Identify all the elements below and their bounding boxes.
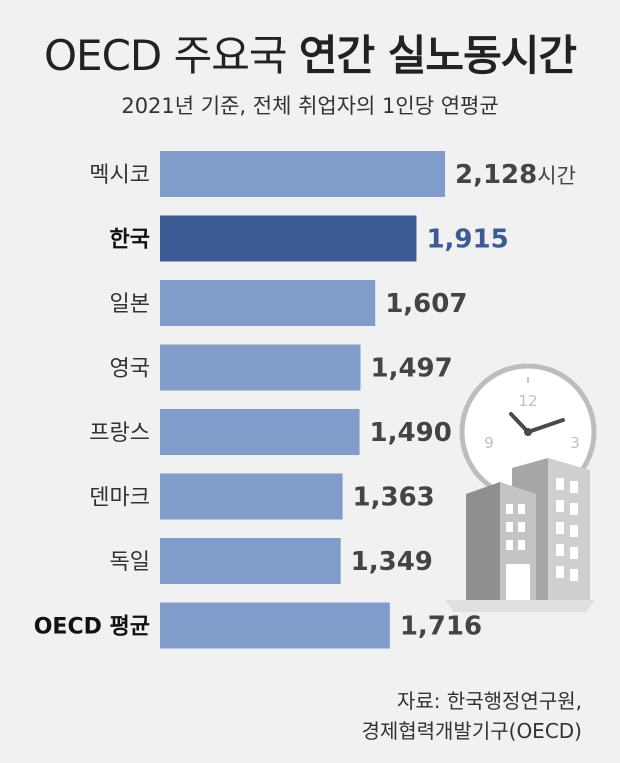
bar [160, 538, 341, 584]
chart-title: OECD 주요국 연간 실노동시간 [0, 22, 620, 83]
value-label: 1,915 [426, 225, 508, 255]
chart-title-light: OECD 주요국 [43, 31, 288, 80]
chart-subtitle: 2021년 기준, 전체 취업자의 1인당 연평균 [121, 94, 499, 118]
category-label: OECD 평균 [34, 615, 150, 640]
svg-text:3: 3 [570, 434, 580, 452]
bar [160, 602, 390, 649]
category-label: 덴마크 [89, 486, 150, 511]
value-label: 1,607 [385, 289, 467, 319]
value-label: 1,497 [370, 354, 452, 384]
category-label: 독일 [110, 550, 150, 575]
bar [160, 409, 360, 455]
bar [160, 473, 343, 520]
bar [160, 344, 361, 391]
value-label: 1,349 [351, 547, 433, 577]
value-label: 1,490 [370, 418, 452, 448]
category-label: 영국 [110, 357, 150, 382]
category-label: 한국 [110, 228, 150, 253]
svg-text:9: 9 [484, 434, 494, 452]
bar [160, 215, 417, 262]
source-line-1: 자료: 한국행정연구원, [396, 689, 582, 713]
value-label: 1,363 [353, 483, 435, 513]
value-label: 2,128시간 [455, 160, 576, 190]
category-label: 일본 [110, 292, 150, 317]
bar [160, 151, 445, 197]
category-label: 프랑스 [89, 421, 150, 446]
source-note: 자료: 한국행정연구원, 경제협력개발기구(OECD) [361, 686, 582, 746]
source-line-2: 경제협력개발기구(OECD) [361, 719, 582, 743]
bar [160, 280, 376, 326]
chart-title-bold: 연간 실노동시간 [298, 31, 577, 80]
category-label: 멕시코 [89, 163, 150, 188]
svg-text:12: 12 [518, 392, 537, 410]
value-label: 1,716 [400, 612, 482, 642]
value-unit: 시간 [537, 164, 576, 188]
clock-buildings-illustration: 12 3 9 [445, 363, 597, 612]
building-icon [445, 458, 595, 612]
